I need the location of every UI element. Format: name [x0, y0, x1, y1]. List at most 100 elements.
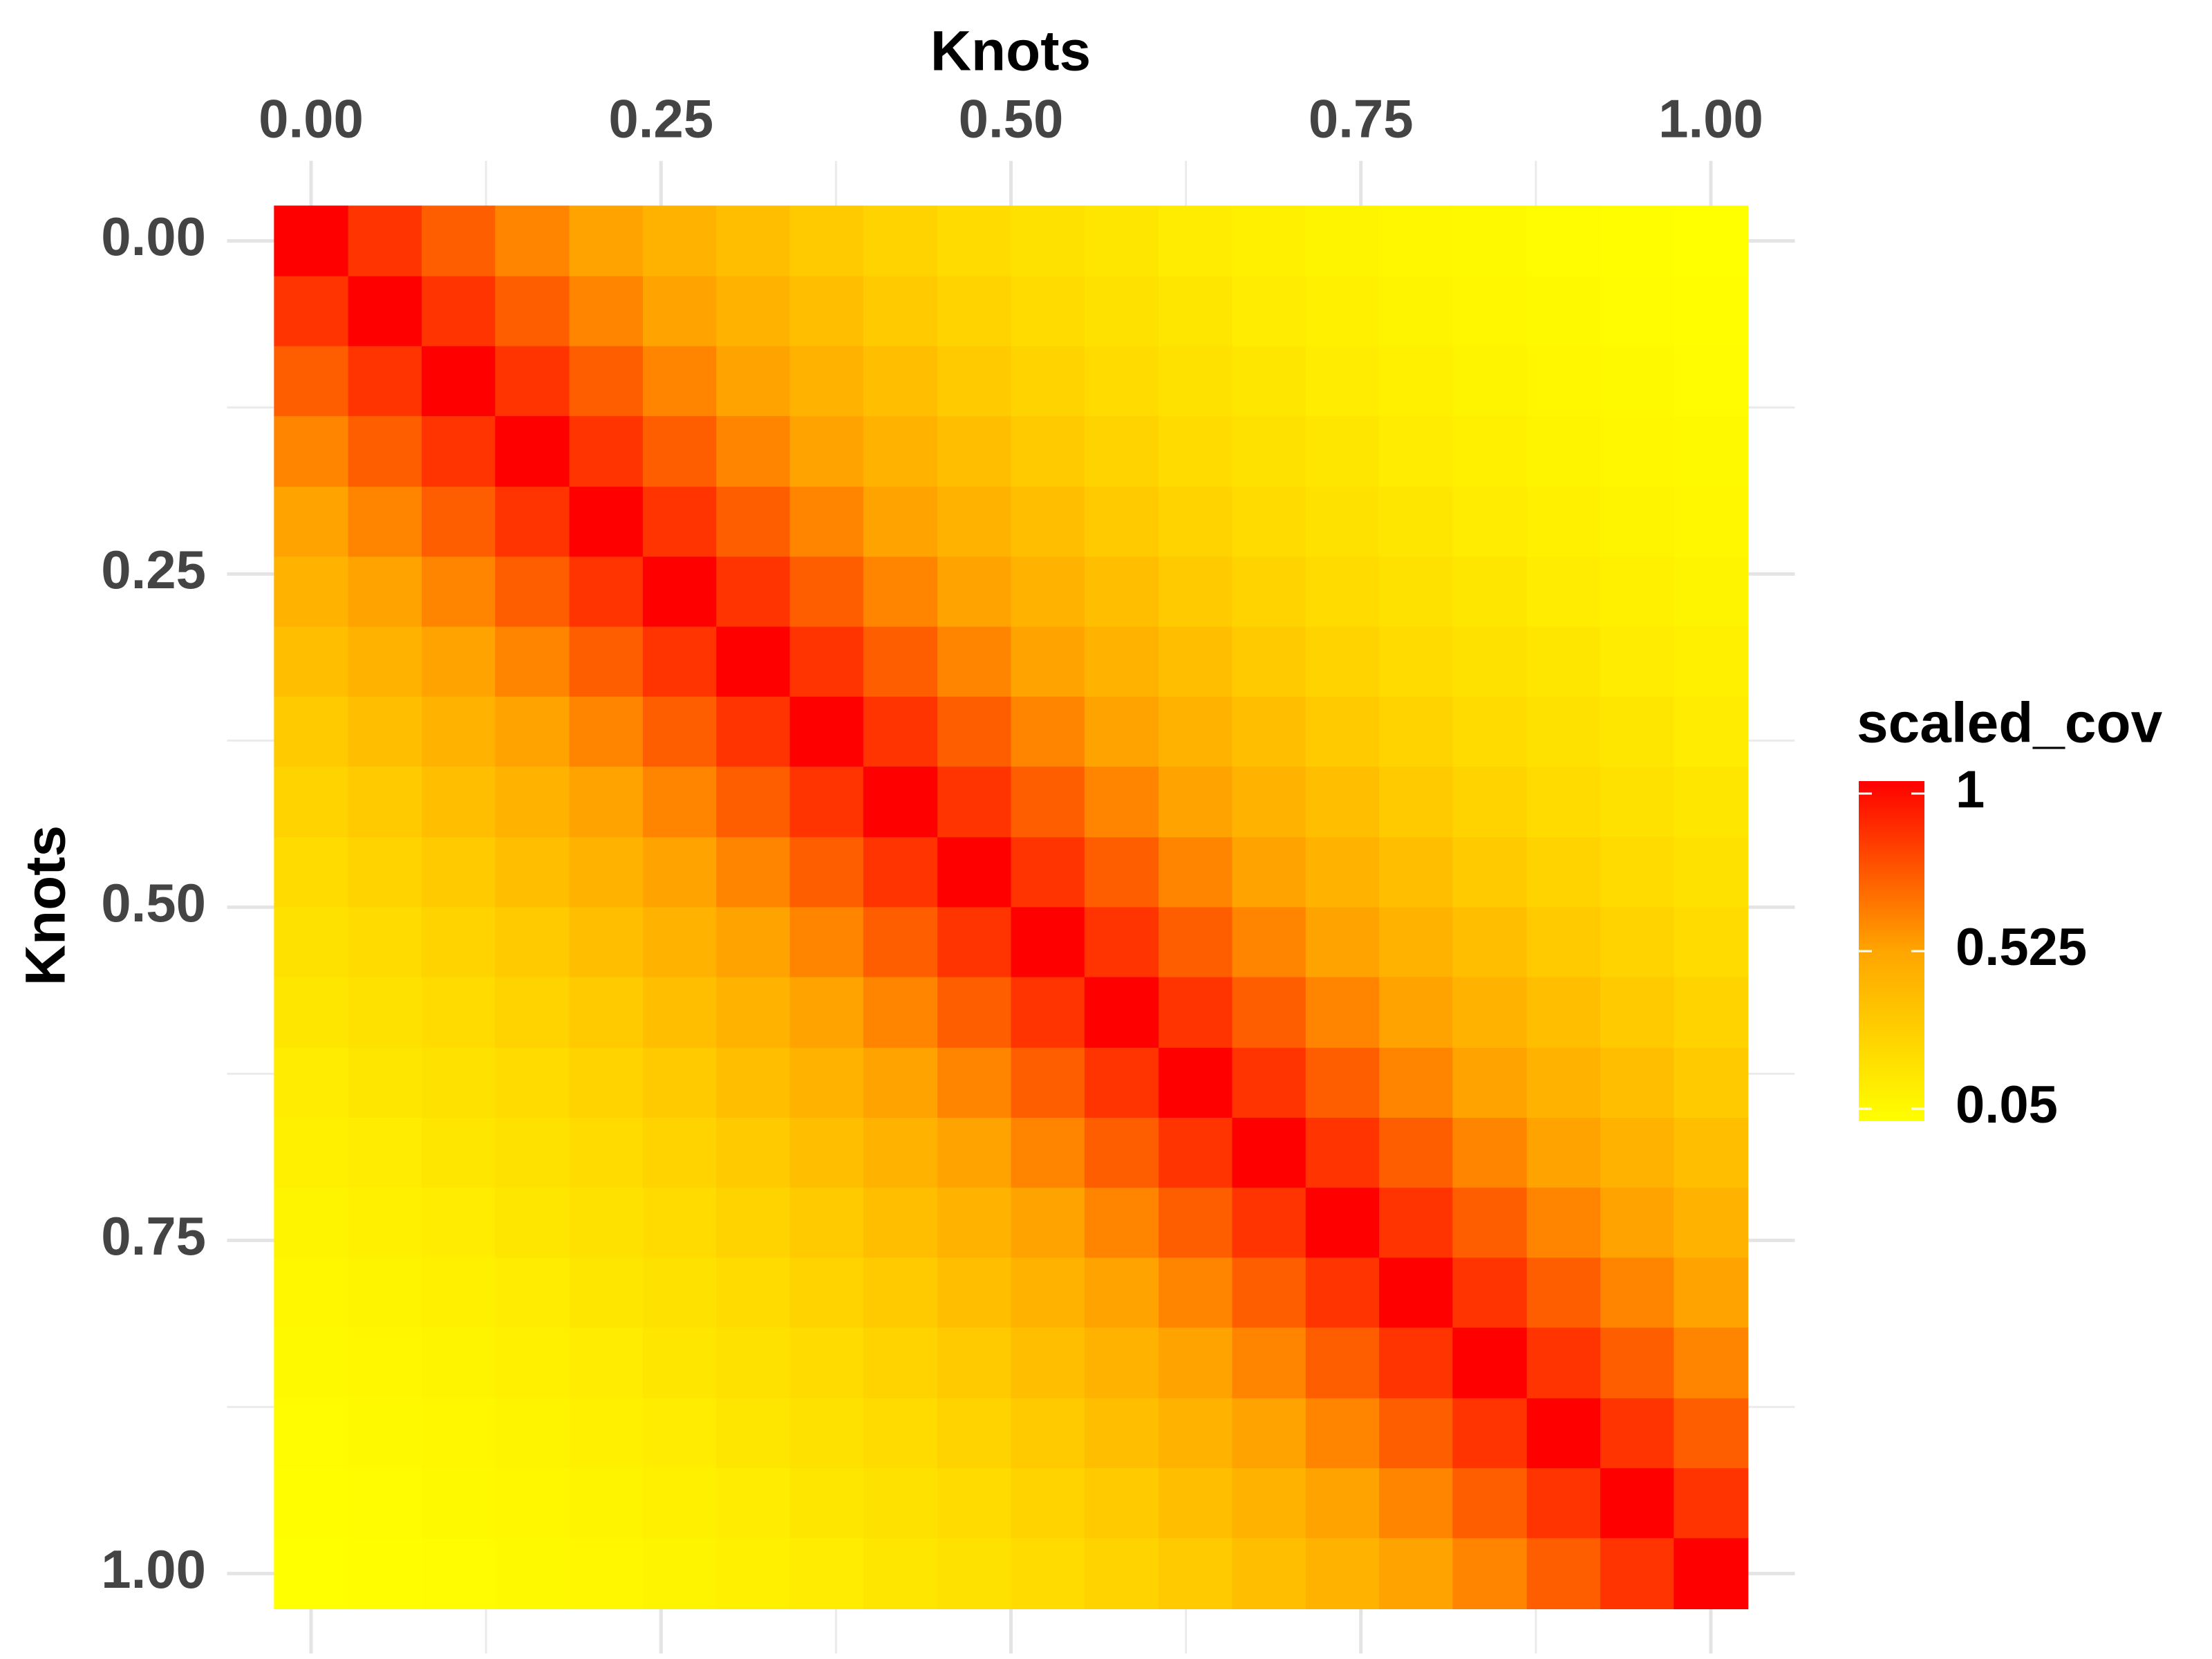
heatmap-cell	[274, 556, 349, 628]
heatmap-cell	[569, 767, 644, 838]
heatmap-cell	[421, 1327, 496, 1399]
heatmap-cell	[1305, 276, 1380, 347]
heatmap-cell	[1159, 1327, 1233, 1399]
heatmap-cell	[1159, 276, 1233, 347]
heatmap-cell	[716, 415, 791, 487]
heatmap-cell	[1674, 205, 1749, 277]
heatmap-cell	[1600, 1047, 1674, 1118]
heatmap-cell	[716, 977, 791, 1049]
heatmap-cell	[1600, 1468, 1674, 1539]
heatmap-cell	[421, 1468, 496, 1539]
heatmap-cell	[716, 1398, 791, 1469]
heatmap-cell	[1159, 205, 1233, 277]
heatmap-cell	[1674, 346, 1749, 417]
heatmap-cell	[274, 696, 349, 767]
heatmap-cell	[1232, 1538, 1306, 1610]
heatmap-cell	[937, 556, 1012, 628]
heatmap-cell	[863, 1538, 938, 1610]
heatmap-cell	[789, 767, 864, 838]
heatmap-cell	[274, 415, 349, 487]
heatmap-cell	[274, 205, 349, 277]
heatmap-cell	[1526, 556, 1601, 628]
heatmap-cell	[716, 276, 791, 347]
heatmap-cell	[274, 1118, 349, 1188]
heatmap-cell	[569, 1327, 644, 1399]
heatmap-cell	[1232, 1468, 1306, 1539]
heatmap-cell	[1011, 487, 1085, 557]
heatmap-cell	[274, 837, 349, 908]
heatmap-cell	[1452, 1327, 1528, 1399]
heatmap-cell	[1526, 1188, 1601, 1259]
heatmap-cell	[569, 1257, 644, 1329]
heatmap-cell	[569, 1188, 644, 1259]
heatmap-cell	[274, 1538, 349, 1610]
heatmap-cell	[1600, 1538, 1674, 1610]
heatmap-cell	[863, 907, 938, 978]
heatmap-cell	[569, 1398, 644, 1469]
heatmap-cell	[1084, 1538, 1159, 1610]
heatmap-cell	[274, 1188, 349, 1259]
heatmap-cell	[1232, 415, 1306, 487]
heatmap-cell	[1159, 346, 1233, 417]
heatmap-cell	[716, 837, 791, 908]
heatmap-cell	[1379, 696, 1453, 767]
heatmap-cell	[1232, 205, 1306, 277]
heatmap-cell	[937, 696, 1012, 767]
heatmap-cell	[789, 1118, 864, 1188]
heatmap-cell	[1011, 1047, 1085, 1118]
heatmap-cell	[1084, 837, 1159, 908]
heatmap-cell	[1600, 977, 1674, 1049]
heatmap-cell	[1379, 1257, 1453, 1329]
legend: scaled_cov 0.05 0.525 1	[1857, 692, 2163, 1134]
heatmap-cell	[348, 1118, 422, 1188]
heatmap-cell	[1674, 907, 1749, 978]
heatmap-cell	[1674, 767, 1749, 838]
heatmap-cell	[1600, 556, 1674, 628]
heatmap-cell	[495, 346, 570, 417]
heatmap-cell	[716, 767, 791, 838]
heatmap-cell	[348, 1538, 422, 1610]
heatmap-cell	[495, 1118, 570, 1188]
heatmap-cell	[1674, 1257, 1749, 1329]
heatmap-cell	[1011, 205, 1085, 277]
colorbar-label: 1	[1956, 760, 1985, 819]
heatmap-cell	[642, 767, 717, 838]
heatmap-cell	[1674, 1398, 1749, 1469]
heatmap-cell	[1011, 1468, 1085, 1539]
heatmap-cell	[1600, 1257, 1674, 1329]
heatmap-cell	[863, 1118, 938, 1188]
heatmap-cell	[1379, 626, 1453, 697]
heatmap-cell	[1305, 205, 1380, 277]
heatmap-cell	[937, 1047, 1012, 1118]
heatmap-cell	[1674, 1118, 1749, 1188]
heatmap-cell	[789, 556, 864, 628]
heatmap-cell	[1305, 1188, 1380, 1259]
heatmap-cell	[1084, 1398, 1159, 1469]
heatmap-cell	[1305, 346, 1380, 417]
heatmap-cell	[348, 1047, 422, 1118]
heatmap-cell	[716, 556, 791, 628]
heatmap-cell	[1011, 1188, 1085, 1259]
heatmap-cell	[274, 487, 349, 557]
heatmap-cell	[348, 1257, 422, 1329]
heatmap-cell	[1600, 415, 1674, 487]
heatmap-cell	[863, 696, 938, 767]
heatmap-cell	[642, 1047, 717, 1118]
heatmap-cell	[1232, 487, 1306, 557]
heatmap-cell	[642, 276, 717, 347]
heatmap-cell	[569, 1118, 644, 1188]
heatmap-cell	[1600, 1398, 1674, 1469]
heatmap-cell	[1526, 907, 1601, 978]
heatmap-cell	[421, 837, 496, 908]
heatmap-cell	[1159, 767, 1233, 838]
heatmap-cell	[1011, 346, 1085, 417]
heatmap-cell	[1526, 1468, 1601, 1539]
heatmap-cell	[1011, 696, 1085, 767]
heatmap-cell	[1452, 1398, 1528, 1469]
heatmap-cell	[421, 1538, 496, 1610]
heatmap-cell	[937, 1468, 1012, 1539]
heatmap-cell	[1526, 1538, 1601, 1610]
heatmap-cell	[1452, 415, 1528, 487]
heatmap-cell	[1674, 1538, 1749, 1610]
